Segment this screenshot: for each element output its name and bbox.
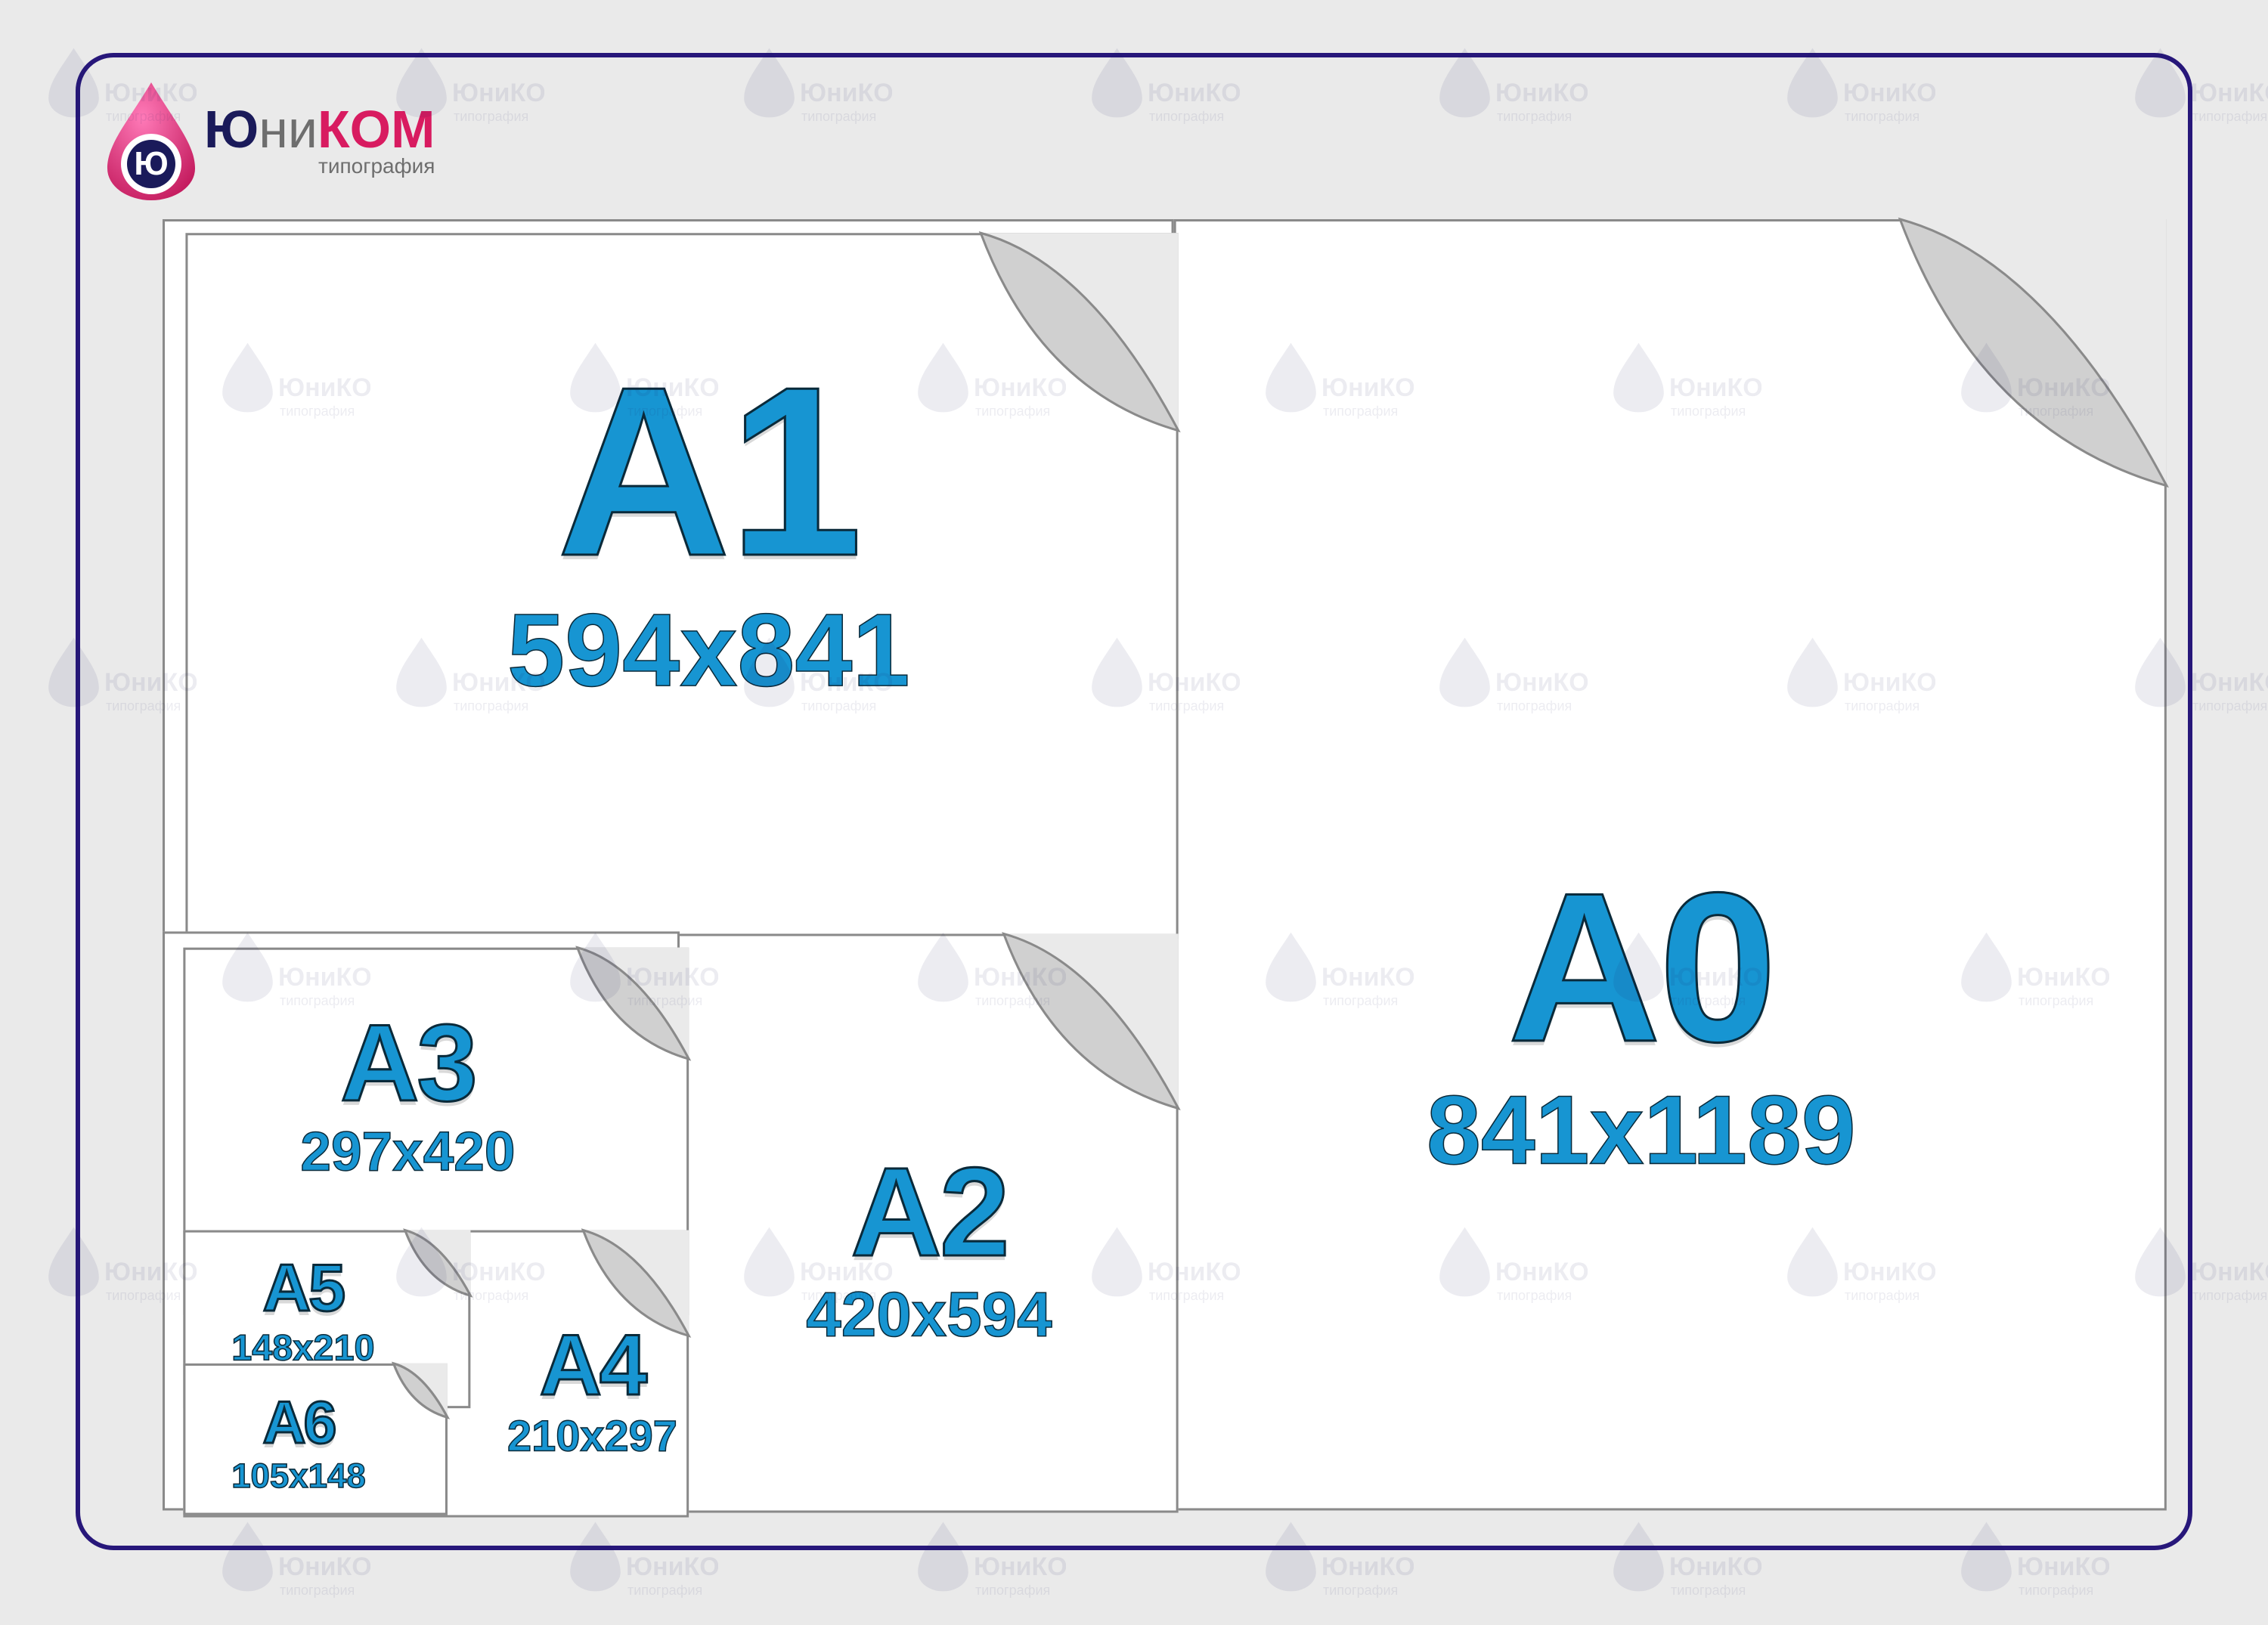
brand-subtitle: типография bbox=[204, 156, 435, 177]
brand-yu: Ю bbox=[204, 100, 259, 159]
page-curl-icon bbox=[578, 948, 689, 1059]
svg-text:ЮниКОМ: ЮниКОМ bbox=[2191, 79, 2268, 107]
paper-sheet-a6 bbox=[183, 1363, 448, 1515]
paper-sheet-a1 bbox=[185, 233, 1178, 938]
brand-text: ЮниКОМ типография bbox=[204, 103, 435, 177]
page-curl-icon bbox=[1900, 219, 2167, 486]
svg-text:ЮниКОМ: ЮниКОМ bbox=[626, 1552, 718, 1581]
svg-text:типография: типография bbox=[2192, 698, 2267, 713]
svg-text:типография: типография bbox=[2192, 109, 2267, 124]
page-curl-icon bbox=[405, 1230, 471, 1296]
page-curl-icon bbox=[981, 233, 1178, 430]
brand-logo: Ю ЮниКОМ типография bbox=[106, 79, 435, 200]
paper-sheet-a0 bbox=[1174, 219, 2167, 1510]
svg-text:типография: типография bbox=[1323, 1583, 1398, 1598]
svg-text:Ю: Ю bbox=[134, 145, 168, 182]
svg-text:типография: типография bbox=[627, 1583, 702, 1598]
brand-ni: ни bbox=[259, 100, 318, 159]
svg-text:ЮниКОМ: ЮниКОМ bbox=[2191, 668, 2268, 697]
brand-drop-icon: Ю bbox=[106, 79, 197, 200]
svg-text:типография: типография bbox=[280, 1583, 355, 1598]
svg-text:ЮниКОМ: ЮниКОМ bbox=[2191, 1258, 2268, 1286]
svg-text:ЮниКОМ: ЮниКОМ bbox=[1669, 1552, 1761, 1581]
svg-text:типография: типография bbox=[2192, 1288, 2267, 1303]
brand-kom: КОМ bbox=[318, 100, 435, 159]
svg-text:ЮниКОМ: ЮниКОМ bbox=[278, 1552, 370, 1581]
page-curl-icon bbox=[583, 1230, 689, 1336]
page-curl-icon bbox=[1004, 933, 1179, 1108]
svg-text:типография: типография bbox=[2019, 1583, 2093, 1598]
svg-text:ЮниКОМ: ЮниКОМ bbox=[2017, 1552, 2109, 1581]
page-curl-icon bbox=[394, 1363, 448, 1417]
svg-text:ЮниКОМ: ЮниКОМ bbox=[974, 1552, 1066, 1581]
svg-text:типография: типография bbox=[1671, 1583, 1746, 1598]
svg-text:типография: типография bbox=[975, 1583, 1050, 1598]
svg-text:ЮниКОМ: ЮниКОМ bbox=[1321, 1552, 1414, 1581]
